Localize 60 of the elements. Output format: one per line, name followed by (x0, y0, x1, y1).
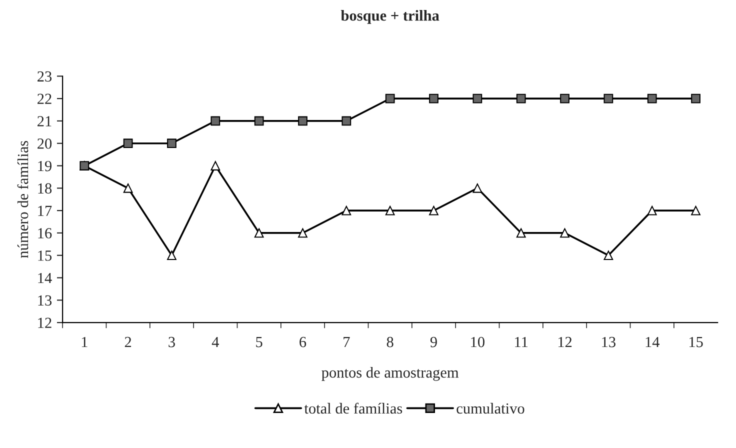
x-tick-label: 2 (124, 336, 132, 348)
point (167, 138, 176, 148)
point (691, 206, 700, 216)
y-tick-label: 15 (38, 250, 52, 261)
x-tick-label: 8 (386, 336, 394, 348)
x-tick-label: 4 (212, 336, 219, 348)
point (429, 94, 438, 104)
point (298, 228, 308, 238)
point (560, 94, 570, 104)
point (254, 116, 264, 126)
y-tick-label: 12 (38, 318, 52, 328)
x-tick-label: 7 (344, 337, 350, 348)
x-tick-label: 15 (689, 336, 703, 348)
point (472, 183, 482, 193)
point (298, 116, 308, 126)
x-tick-label: 14 (646, 336, 660, 348)
x-tick-label: 13 (602, 336, 616, 348)
point (647, 206, 657, 216)
y-tick-label: 18 (38, 183, 52, 194)
y-tick-label: 23 (38, 71, 52, 82)
y-axis-title: número de famílias (17, 140, 28, 258)
point (342, 206, 352, 216)
point (560, 228, 570, 238)
x-tick-label: 12 (558, 336, 572, 348)
point (385, 206, 395, 216)
y-tick-label: 19 (38, 160, 52, 172)
chart-title: bosque + trilha (340, 10, 440, 24)
x-tick-label: 9 (430, 336, 437, 348)
x-axis-title: pontos de amostragem (322, 366, 459, 381)
y-tick-label: 22 (38, 94, 52, 104)
x-tick-label: 1 (82, 336, 88, 348)
y-tick-label: 14 (38, 272, 52, 284)
point (429, 206, 438, 216)
y-tick-label: 20 (38, 138, 52, 149)
point (254, 228, 264, 238)
point (516, 94, 526, 104)
point (167, 250, 176, 260)
x-tick-label: 6 (300, 336, 306, 348)
legend-label: total de famílias (304, 402, 402, 414)
x-tick-label: 11 (515, 336, 528, 348)
x-tick-label: 3 (168, 336, 175, 348)
point (647, 94, 657, 104)
point (210, 161, 220, 170)
point (472, 94, 482, 104)
legend-label: cumulativo (456, 402, 524, 414)
point (691, 94, 700, 104)
point (385, 94, 395, 104)
x-tick-label: 5 (256, 337, 262, 348)
point (123, 183, 133, 193)
point (342, 116, 352, 126)
point (210, 116, 220, 126)
point (604, 250, 614, 260)
point (516, 228, 526, 238)
y-tick-label: 21 (38, 116, 52, 126)
y-tick-label: 16 (38, 228, 52, 238)
point (604, 94, 614, 104)
point (123, 138, 133, 148)
y-tick-label: 17 (38, 206, 52, 216)
x-tick-label: 10 (471, 336, 484, 348)
y-tick-label: 13 (38, 295, 52, 306)
